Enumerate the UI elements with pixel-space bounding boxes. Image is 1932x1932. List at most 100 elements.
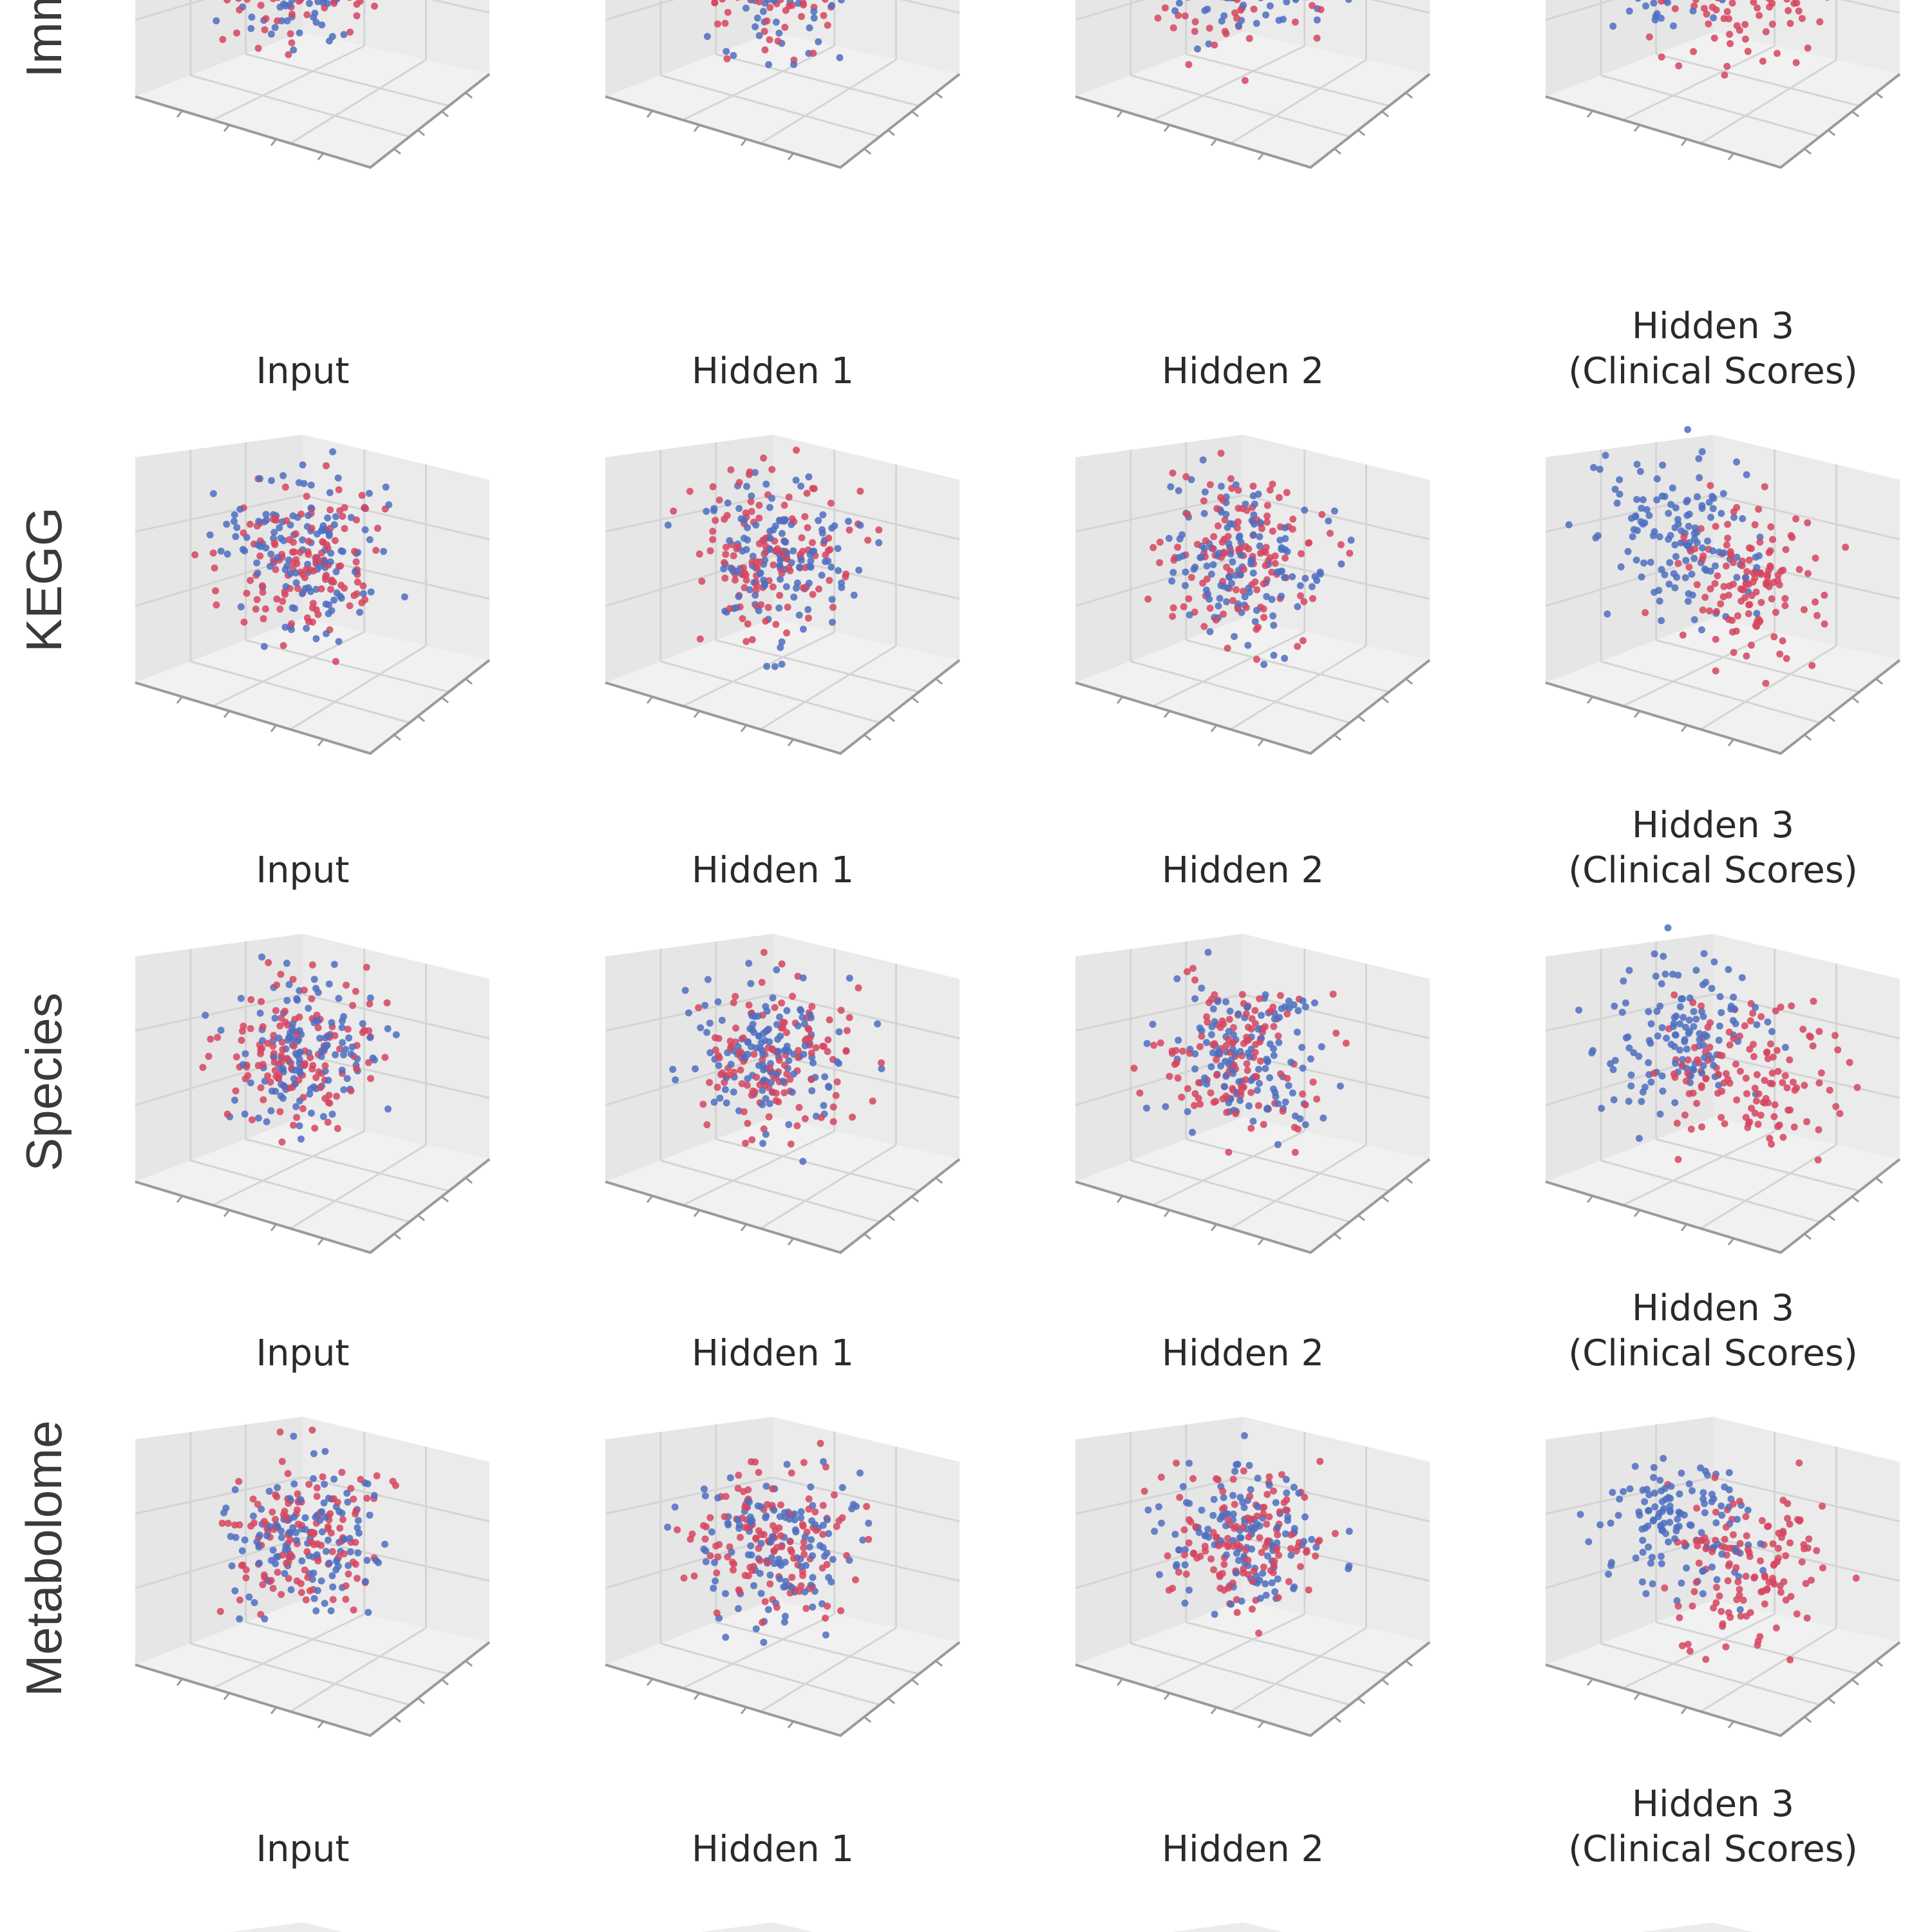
point-red bbox=[1223, 1108, 1231, 1116]
point-red bbox=[1238, 990, 1246, 998]
point-blue bbox=[263, 1532, 270, 1540]
point-blue bbox=[1222, 1522, 1229, 1530]
point-blue bbox=[1611, 486, 1619, 493]
point-red bbox=[724, 1553, 732, 1560]
point-blue bbox=[366, 1034, 374, 1041]
point-red bbox=[800, 1544, 808, 1551]
point-red bbox=[741, 1503, 749, 1511]
point-blue bbox=[1656, 533, 1663, 540]
point-red bbox=[350, 1495, 357, 1503]
point-blue bbox=[1632, 1554, 1640, 1562]
point-red bbox=[1240, 1039, 1247, 1047]
point-red bbox=[279, 1046, 287, 1054]
point-blue bbox=[1677, 1510, 1685, 1517]
point-blue bbox=[1229, 0, 1235, 2]
point-red bbox=[305, 538, 312, 545]
point-red bbox=[1756, 12, 1763, 19]
point-red bbox=[1770, 1113, 1778, 1121]
point-red bbox=[730, 552, 737, 560]
point-red bbox=[351, 547, 358, 555]
point-blue bbox=[790, 593, 798, 601]
point-blue bbox=[1714, 1540, 1721, 1548]
point-blue bbox=[799, 625, 807, 633]
point-blue bbox=[258, 953, 266, 961]
point-blue bbox=[1274, 1141, 1282, 1148]
point-red bbox=[289, 976, 297, 983]
point-red bbox=[298, 1589, 305, 1596]
point-red bbox=[835, 1517, 843, 1524]
point-red bbox=[1264, 502, 1271, 509]
point-blue bbox=[1155, 1503, 1162, 1511]
point-red bbox=[1269, 1569, 1277, 1577]
point-red bbox=[1294, 643, 1302, 650]
point-blue bbox=[1223, 598, 1230, 605]
point-blue bbox=[329, 1583, 337, 1591]
point-red bbox=[261, 1573, 269, 1581]
point-blue bbox=[837, 0, 845, 4]
panel-metabolome-hidden-1-points bbox=[664, 1439, 873, 1646]
point-blue bbox=[775, 516, 783, 524]
point-blue bbox=[1687, 1522, 1695, 1530]
point-blue bbox=[1290, 1001, 1298, 1009]
point-blue bbox=[1263, 592, 1271, 600]
point-red bbox=[259, 589, 267, 596]
point-red bbox=[1729, 559, 1737, 567]
point-blue bbox=[838, 583, 846, 591]
point-red bbox=[1821, 620, 1828, 628]
point-red bbox=[1210, 533, 1218, 540]
point-red bbox=[1761, 1600, 1768, 1608]
panel-species-input-gridlines bbox=[135, 941, 490, 1229]
point-blue bbox=[744, 524, 751, 531]
point-blue bbox=[1262, 1065, 1269, 1072]
point-blue bbox=[1249, 569, 1257, 577]
point-blue bbox=[797, 482, 805, 490]
point-blue bbox=[271, 24, 279, 32]
point-red bbox=[1721, 71, 1728, 79]
point-blue bbox=[1253, 19, 1260, 27]
point-red bbox=[294, 585, 301, 592]
point-red bbox=[1309, 2, 1316, 10]
point-red bbox=[257, 1084, 265, 1092]
point-red bbox=[1750, 1053, 1757, 1061]
point-red bbox=[739, 615, 746, 623]
point-blue bbox=[768, 1554, 775, 1562]
point-red bbox=[1287, 1531, 1295, 1539]
point-red bbox=[842, 1047, 850, 1054]
point-blue bbox=[365, 1609, 372, 1616]
point-blue bbox=[1203, 562, 1211, 570]
point-blue bbox=[1271, 1588, 1279, 1596]
point-blue bbox=[1625, 1044, 1633, 1052]
point-blue bbox=[768, 495, 775, 502]
point-blue bbox=[392, 1031, 400, 1039]
point-red bbox=[766, 1064, 773, 1072]
point-red bbox=[338, 1468, 346, 1476]
point-blue bbox=[332, 568, 340, 576]
point-red bbox=[732, 992, 739, 1000]
point-blue bbox=[1596, 1521, 1604, 1529]
point-blue bbox=[766, 527, 774, 535]
point-blue bbox=[1282, 535, 1289, 542]
point-red bbox=[272, 1007, 279, 1014]
point-red bbox=[756, 1081, 764, 1088]
point-red bbox=[703, 1523, 710, 1531]
point-red bbox=[258, 582, 266, 589]
panel-metabolome-hidden-3-clinical-scores-ticks bbox=[1586, 1660, 1883, 1728]
point-red bbox=[1750, 0, 1757, 6]
point-blue bbox=[339, 547, 346, 555]
point-red bbox=[1815, 1126, 1823, 1133]
panel-kegg-input-points bbox=[191, 448, 408, 665]
point-blue bbox=[681, 987, 689, 994]
point-blue bbox=[1275, 1039, 1283, 1046]
point-blue bbox=[348, 1043, 356, 1051]
point-red bbox=[1223, 564, 1231, 571]
point-blue bbox=[1643, 1486, 1651, 1493]
point-red bbox=[1251, 1048, 1259, 1056]
point-red bbox=[1729, 1531, 1737, 1539]
point-blue bbox=[305, 0, 313, 7]
point-red bbox=[319, 538, 327, 545]
point-blue bbox=[1638, 504, 1645, 512]
point-red bbox=[1759, 57, 1766, 65]
point-red bbox=[774, 37, 782, 45]
point-red bbox=[1742, 1513, 1750, 1520]
point-red bbox=[260, 1096, 267, 1104]
